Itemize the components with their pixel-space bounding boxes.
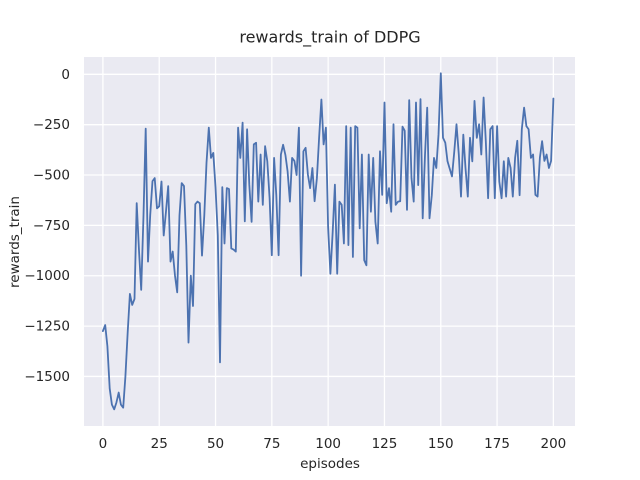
x-tick-label: 25 <box>151 436 168 452</box>
x-tick-label: 100 <box>315 436 341 452</box>
y-tick-label: 0 <box>61 67 70 83</box>
x-tick-label: 125 <box>372 436 398 452</box>
y-tick-label: −1250 <box>24 319 70 335</box>
chart-title: rewards_train of DDPG <box>239 27 421 47</box>
y-tick-label: −250 <box>33 117 70 133</box>
x-axis-label: episodes <box>300 456 360 472</box>
x-tick-label: 150 <box>428 436 454 452</box>
x-tick-label: 200 <box>540 436 566 452</box>
x-tick-label: 0 <box>99 436 108 452</box>
x-tick-label: 50 <box>207 436 224 452</box>
y-tick-label: −750 <box>33 218 70 234</box>
y-axis-label: rewards_train <box>7 196 23 288</box>
y-tick-label: −1000 <box>24 268 70 284</box>
x-tick-label: 175 <box>484 436 510 452</box>
x-tick-label: 75 <box>263 436 280 452</box>
y-tick-label: −500 <box>33 168 70 184</box>
reward-line <box>102 72 555 411</box>
y-tick-label: −1500 <box>24 369 70 385</box>
